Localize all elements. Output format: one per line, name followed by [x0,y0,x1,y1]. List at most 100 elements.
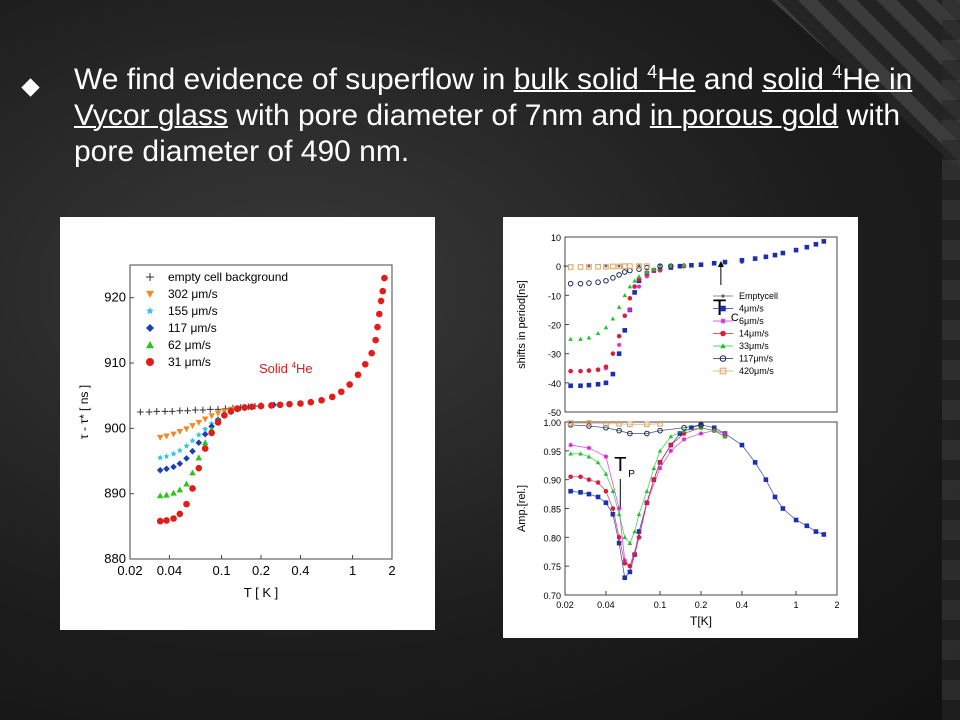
data-point [354,371,362,379]
data-point [698,262,704,268]
data-point [627,307,633,313]
x-tick-label: 0.2 [695,600,708,610]
data-point [739,442,745,448]
data-point [720,330,726,337]
data-point [156,434,164,441]
y-tick-label: 0.95 [543,447,561,457]
solid-he-annotation: Solid 4He [259,361,313,376]
data-point [189,469,196,476]
data-point [632,278,637,283]
y-axis-label: Amp.[rel.] [516,485,528,532]
y-tick-label: 890 [104,486,126,501]
data-point [610,511,616,517]
series-33-m-s [568,262,687,341]
data-point [603,500,609,506]
data-point [195,464,203,472]
data-point [379,287,387,295]
data-point [578,368,583,374]
data-point [616,535,622,540]
data-point [595,494,601,500]
data-point [603,263,609,270]
tp-subscript: P [628,469,635,480]
data-point [657,427,663,434]
x-tick-label: 1 [349,563,356,578]
data-point [780,506,786,511]
data-point [161,408,169,415]
data-point [214,410,222,417]
y-tick-label: -40 [548,379,561,389]
data-point [632,529,637,534]
data-point [199,406,207,414]
data-point [610,488,616,494]
data-point [636,263,642,269]
data-point [698,431,704,436]
data-point [821,239,827,244]
data-point [361,361,369,368]
data-point [632,284,637,289]
data-point [376,310,383,318]
data-point [720,343,726,349]
data-point [604,264,608,268]
data-point [568,451,573,456]
data-point [603,488,609,494]
y-tick-label: 0 [556,262,561,272]
data-point [189,447,196,455]
data-point [577,280,584,287]
data-point [622,313,628,319]
data-point [610,371,616,377]
data-point [183,442,190,449]
data-point [189,423,196,430]
data-point [201,416,209,423]
data-point [752,460,758,465]
data-point [627,569,633,575]
data-point [157,454,164,461]
legend-label: 155 μm/s [168,304,218,318]
text-run: with pore diameter of 490 nm. [74,99,900,168]
data-point [793,247,799,253]
y-tick-label: 920 [104,290,126,305]
data-point [586,445,592,451]
data-point [201,430,209,438]
data-point [616,304,622,309]
data-point [603,364,609,370]
superscript: 4 [647,62,658,82]
y-tick-label: 900 [104,420,126,435]
series-14-m-s [568,425,728,569]
data-point [657,460,663,465]
data-point [567,420,574,426]
data-point [307,398,315,406]
data-point [627,295,633,301]
data-point [137,408,144,416]
y-tick-label: 910 [104,355,126,370]
data-point [603,454,609,459]
data-point [586,454,592,459]
data-point [689,262,694,268]
data-point [578,336,583,341]
data-point [567,280,574,287]
data-point [668,263,674,269]
data-point [156,466,164,474]
plot-frame [564,421,838,596]
data-point [616,272,622,278]
data-point [586,477,592,482]
legend-label: 420μm/s [739,366,774,376]
data-point [644,430,650,437]
data-point [616,540,622,546]
data-point [681,424,687,431]
x-axis-label: T[K] [690,614,712,628]
data-point [201,445,209,452]
data-point [616,427,622,434]
legend-label: 14μm/s [739,329,769,339]
data-point [578,490,583,495]
data-point [170,450,177,457]
data-point [183,426,190,433]
data-point [146,324,154,332]
data-point [568,442,573,448]
series-33-m-s [568,425,728,545]
text-run: bulk solid [513,63,648,96]
data-point [176,486,184,493]
data-point [627,263,633,269]
bulk-solid-he-chart: 0.02 0.04 0.1 0.2 0.4 1 2 880 890 900 910 920 T [ K … [77,264,396,600]
data-point [202,425,209,432]
